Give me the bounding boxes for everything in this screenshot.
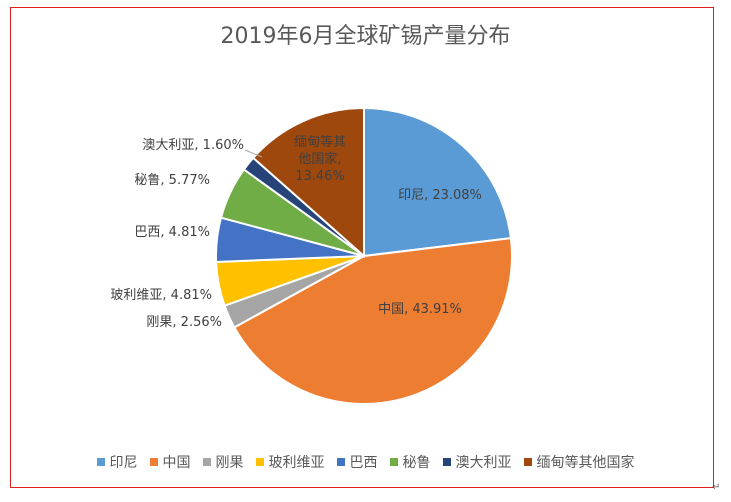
legend-swatch bbox=[389, 458, 398, 466]
legend-swatch bbox=[202, 458, 211, 466]
leader-line-6 bbox=[244, 149, 263, 158]
legend-label: 玻利维亚 bbox=[268, 455, 325, 471]
slice-label-2: 刚果, 2.56% bbox=[146, 315, 222, 330]
legend-item-6: 澳大利亚 bbox=[442, 452, 512, 472]
legend-item-4: 巴西 bbox=[336, 452, 378, 472]
chart-title: 2019年6月全球矿锡产量分布 bbox=[220, 24, 511, 49]
legend-label: 印尼 bbox=[109, 455, 138, 471]
legend: 印尼 中国 刚果 玻利维亚 巴西 秘鲁 澳大利亚 缅甸等其他国家 bbox=[0, 452, 731, 472]
chart-frame bbox=[10, 7, 714, 488]
legend-label: 刚果 bbox=[215, 455, 244, 471]
slice-label-3: 玻利维亚, 4.81% bbox=[110, 288, 212, 303]
legend-item-7: 缅甸等其他国家 bbox=[523, 452, 635, 472]
legend-label: 缅甸等其他国家 bbox=[536, 455, 635, 471]
legend-swatch bbox=[336, 458, 345, 466]
slice-label-4: 巴西, 4.81% bbox=[134, 225, 210, 240]
legend-item-3: 玻利维亚 bbox=[255, 452, 325, 472]
legend-label: 巴西 bbox=[349, 455, 378, 471]
legend-swatch bbox=[523, 458, 532, 466]
legend-label: 澳大利亚 bbox=[455, 455, 512, 471]
legend-label: 中国 bbox=[162, 455, 191, 471]
legend-item-5: 秘鲁 bbox=[389, 452, 431, 472]
pie-slice-1 bbox=[232, 237, 513, 405]
pie-slice-0 bbox=[363, 106, 513, 258]
slice-label-6: 澳大利亚, 1.60% bbox=[142, 137, 244, 153]
legend-swatch bbox=[442, 458, 451, 466]
legend-swatch bbox=[149, 458, 158, 466]
slice-label-5: 秘鲁, 5.77% bbox=[134, 173, 210, 188]
legend-item-0: 印尼 bbox=[96, 452, 138, 472]
legend-label: 秘鲁 bbox=[402, 455, 431, 471]
legend-swatch bbox=[255, 458, 264, 466]
slice-label-1: 中国, 43.91% bbox=[378, 302, 462, 317]
slice-label-0: 印尼, 23.08% bbox=[398, 188, 482, 203]
legend-item-2: 刚果 bbox=[202, 452, 244, 472]
legend-item-1: 中国 bbox=[149, 452, 191, 472]
paragraph-mark: ↵ bbox=[712, 482, 721, 493]
pie-slice-7 bbox=[251, 106, 365, 259]
legend-swatch bbox=[96, 458, 105, 466]
slice-label-7: 缅甸等其他国家, 13.46% bbox=[294, 134, 346, 184]
